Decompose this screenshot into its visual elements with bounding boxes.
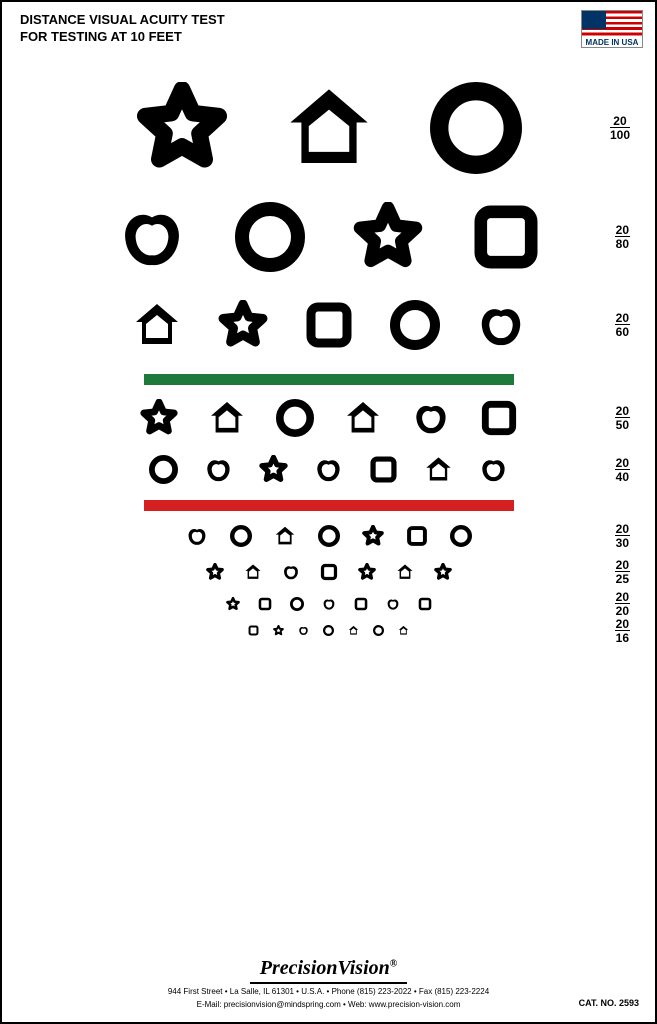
made-in-usa-flag: MADE IN USA [581,10,643,48]
circle-icon [323,625,334,636]
acuity-label: 2060 [615,312,630,338]
apple-icon [322,597,336,611]
circle-icon [373,625,384,636]
acuity-label: 2025 [615,559,630,585]
apple-icon [282,563,300,581]
square-icon [304,300,354,350]
square-icon [471,202,541,272]
acuity-label: 2020 [615,591,630,617]
footer-contact: E-Mail: precisionvision@mindspring.com •… [2,999,655,1010]
eye-chart-page: DISTANCE VISUAL ACUITY TEST FOR TESTING … [0,0,657,1024]
square-icon [354,597,368,611]
house-icon [396,563,414,581]
circle-icon [149,455,178,484]
house-icon [283,82,375,174]
star-icon [434,563,452,581]
chart-row: 2020 [2,597,655,611]
house-icon [132,300,182,350]
house-icon [348,625,359,636]
green-reference-bar [144,374,514,385]
footer: PrecisionVision® 944 First Street • La S… [2,957,655,1010]
house-icon [274,525,296,547]
chart-row: 2030 [2,525,655,547]
red-reference-bar [144,500,514,511]
house-icon [344,399,382,437]
house-icon [244,563,262,581]
chart-row: 2025 [2,563,655,581]
house-icon [398,625,409,636]
apple-icon [412,399,450,437]
star-icon [140,399,178,437]
chart-row: 20100 [2,82,655,174]
star-icon [358,563,376,581]
apple-icon [479,455,508,484]
acuity-label: 2016 [615,618,630,644]
star-icon [353,202,423,272]
circle-icon [318,525,340,547]
header-line2: FOR TESTING AT 10 FEET [20,29,225,46]
acuity-label: 2080 [615,224,630,250]
acuity-label: 2030 [615,523,630,549]
apple-icon [314,455,343,484]
square-icon [258,597,272,611]
square-icon [248,625,259,636]
apple-icon [117,202,187,272]
flag-canton [582,11,606,29]
square-icon [406,525,428,547]
acuity-chart: 20100 2080 2060 2050 2040 2030 2025 2020… [2,82,655,648]
flag-label: MADE IN USA [582,38,642,47]
acuity-label: 2040 [615,457,630,483]
chart-row: 2016 [2,625,655,636]
apple-icon [298,625,309,636]
apple-icon [186,525,208,547]
circle-icon [276,399,314,437]
square-icon [480,399,518,437]
brand-logo: PrecisionVision® [250,957,408,984]
circle-icon [235,202,305,272]
square-icon [418,597,432,611]
star-icon [136,82,228,174]
circle-icon [290,597,304,611]
star-icon [226,597,240,611]
house-icon [424,455,453,484]
apple-icon [386,597,400,611]
acuity-label: 2050 [615,405,630,431]
star-icon [206,563,224,581]
apple-icon [476,300,526,350]
chart-row: 2060 [2,300,655,350]
chart-row: 2050 [2,399,655,437]
header-line1: DISTANCE VISUAL ACUITY TEST [20,12,225,29]
circle-icon [390,300,440,350]
acuity-label: 20100 [610,115,630,141]
square-icon [320,563,338,581]
circle-icon [450,525,472,547]
star-icon [259,455,288,484]
house-icon [208,399,246,437]
header-title: DISTANCE VISUAL ACUITY TEST FOR TESTING … [20,12,225,46]
circle-icon [430,82,522,174]
star-icon [362,525,384,547]
square-icon [369,455,398,484]
star-icon [218,300,268,350]
footer-address: 944 First Street • La Salle, IL 61301 • … [2,986,655,997]
chart-row: 2080 [2,202,655,272]
chart-row: 2040 [2,455,655,484]
circle-icon [230,525,252,547]
apple-icon [204,455,233,484]
catalog-number: CAT. NO. 2593 [579,998,639,1008]
star-icon [273,625,284,636]
